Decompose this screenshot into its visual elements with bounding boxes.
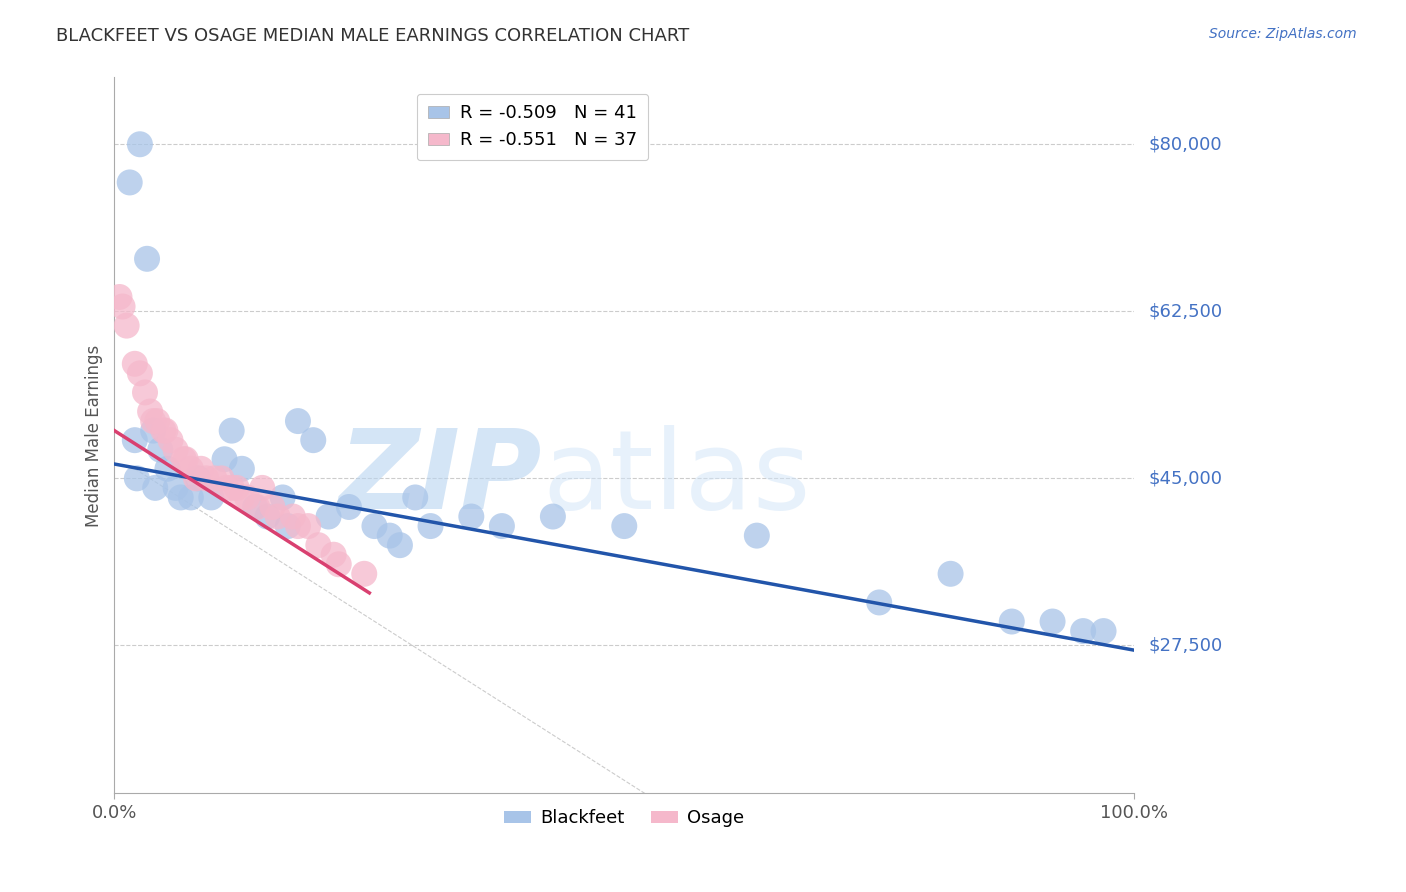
Point — [118, 176, 141, 190]
Point — [231, 491, 253, 505]
Point — [541, 509, 564, 524]
Point — [155, 424, 177, 438]
Text: BLACKFEET VS OSAGE MEDIAN MALE EARNINGS CORRELATION CHART: BLACKFEET VS OSAGE MEDIAN MALE EARNINGS … — [56, 27, 689, 45]
Text: $62,500: $62,500 — [1149, 302, 1222, 320]
Text: $45,000: $45,000 — [1149, 469, 1222, 487]
Point — [328, 558, 350, 572]
Point — [190, 462, 212, 476]
Point — [378, 528, 401, 542]
Point — [165, 442, 187, 457]
Point — [200, 491, 222, 505]
Point — [221, 424, 243, 438]
Point — [287, 519, 309, 533]
Point — [124, 357, 146, 371]
Point — [142, 424, 165, 438]
Point — [139, 404, 162, 418]
Point — [174, 452, 197, 467]
Point — [271, 491, 294, 505]
Text: $27,500: $27,500 — [1149, 636, 1222, 655]
Point — [184, 471, 207, 485]
Point — [143, 481, 166, 495]
Point — [221, 481, 243, 495]
Point — [195, 471, 218, 485]
Point — [363, 519, 385, 533]
Point — [149, 442, 172, 457]
Point — [215, 481, 238, 495]
Text: ZIP: ZIP — [339, 425, 543, 532]
Point — [388, 538, 411, 552]
Point — [460, 509, 482, 524]
Point — [419, 519, 441, 533]
Text: Source: ZipAtlas.com: Source: ZipAtlas.com — [1209, 27, 1357, 41]
Point — [262, 500, 284, 514]
Point — [180, 491, 202, 505]
Point — [211, 471, 233, 485]
Point — [277, 519, 299, 533]
Point — [124, 433, 146, 447]
Point — [170, 491, 193, 505]
Point — [152, 424, 174, 438]
Point — [156, 462, 179, 476]
Point — [134, 385, 156, 400]
Point — [165, 481, 187, 495]
Point — [202, 471, 225, 485]
Point — [173, 452, 195, 467]
Point — [491, 519, 513, 533]
Point — [256, 509, 278, 524]
Point — [302, 433, 325, 447]
Text: $80,000: $80,000 — [1149, 136, 1222, 153]
Point — [613, 519, 636, 533]
Point — [225, 481, 247, 495]
Point — [214, 452, 236, 467]
Point — [246, 500, 269, 514]
Point — [142, 414, 165, 428]
Point — [1042, 615, 1064, 629]
Point — [307, 538, 329, 552]
Point — [187, 471, 209, 485]
Point — [1001, 615, 1024, 629]
Point — [322, 548, 344, 562]
Point — [108, 290, 131, 304]
Point — [745, 528, 768, 542]
Point — [231, 462, 253, 476]
Point — [111, 300, 134, 314]
Point — [129, 367, 152, 381]
Point — [125, 471, 148, 485]
Point — [281, 509, 304, 524]
Point — [287, 414, 309, 428]
Point — [236, 491, 259, 505]
Point — [318, 509, 340, 524]
Point — [404, 491, 426, 505]
Point — [159, 433, 181, 447]
Point — [129, 137, 152, 152]
Y-axis label: Median Male Earnings: Median Male Earnings — [86, 344, 103, 526]
Point — [1092, 624, 1115, 638]
Point — [115, 318, 138, 333]
Point — [243, 500, 266, 514]
Point — [297, 519, 319, 533]
Point — [1071, 624, 1094, 638]
Point — [939, 566, 962, 581]
Legend: Blackfeet, Osage: Blackfeet, Osage — [496, 802, 752, 834]
Point — [180, 462, 202, 476]
Point — [353, 566, 375, 581]
Point — [868, 595, 890, 609]
Point — [252, 481, 274, 495]
Point — [136, 252, 159, 266]
Point — [266, 509, 288, 524]
Text: atlas: atlas — [543, 425, 811, 532]
Point — [337, 500, 360, 514]
Point — [146, 414, 169, 428]
